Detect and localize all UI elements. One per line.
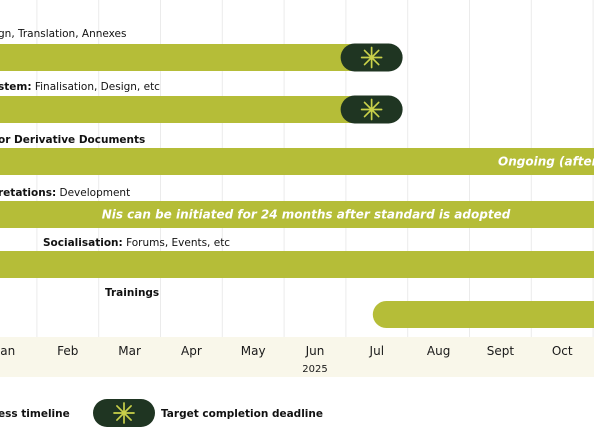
task-bar [372, 301, 594, 328]
asterisk-star-icon [93, 399, 155, 427]
year-label: 2025 [302, 364, 327, 375]
asterisk-star-icon [340, 95, 403, 124]
month-tick-label: Sept [487, 344, 515, 358]
task-label: Socialisation: Forums, Events, etc [43, 237, 230, 249]
asterisk-star-icon [340, 43, 403, 72]
axis-band [0, 337, 594, 377]
task-bar [0, 148, 594, 175]
task-label: gn, Translation, Annexes [0, 28, 126, 40]
month-tick-label: Aug [427, 344, 450, 358]
month-tick-label: May [241, 344, 266, 358]
month-tick-label: Jul [369, 344, 384, 358]
month-tick-label: Mar [118, 344, 141, 358]
month-tick-label: Jan [0, 344, 15, 358]
task-bar [0, 44, 371, 71]
month-tick-label: Apr [181, 344, 202, 358]
task-label: or Derivative Documents [0, 134, 145, 146]
task-label: stem: Finalisation, Design, etc [0, 81, 160, 93]
month-tick-label: Jun [305, 344, 325, 358]
task-label: Trainings [105, 287, 159, 299]
task-label: retations: Development [0, 187, 130, 199]
legend: ess timeline Target completion deadline [0, 399, 323, 427]
month-tick-label: Feb [57, 344, 78, 358]
task-bar [0, 201, 594, 228]
month-axis: Jan Feb Mar Apr May Jun Jul Aug Sept Oct 2025 [0, 337, 594, 377]
task-labels: gn, Translation, Annexes stem: Finalisati… [0, 28, 230, 299]
task-bar [0, 96, 371, 123]
month-tick-label: Oct [552, 344, 573, 358]
bar-annotation: Ongoing (after N [498, 155, 594, 169]
task-bar [0, 251, 594, 278]
legend-item-deadline: Target completion deadline [161, 408, 323, 420]
bar-annotation: Nis can be initiated for 24 months after… [102, 208, 511, 222]
legend-item-timeline: ess timeline [0, 408, 70, 420]
task-bars: Ongoing (after N Nis can be initiated for… [0, 43, 594, 328]
